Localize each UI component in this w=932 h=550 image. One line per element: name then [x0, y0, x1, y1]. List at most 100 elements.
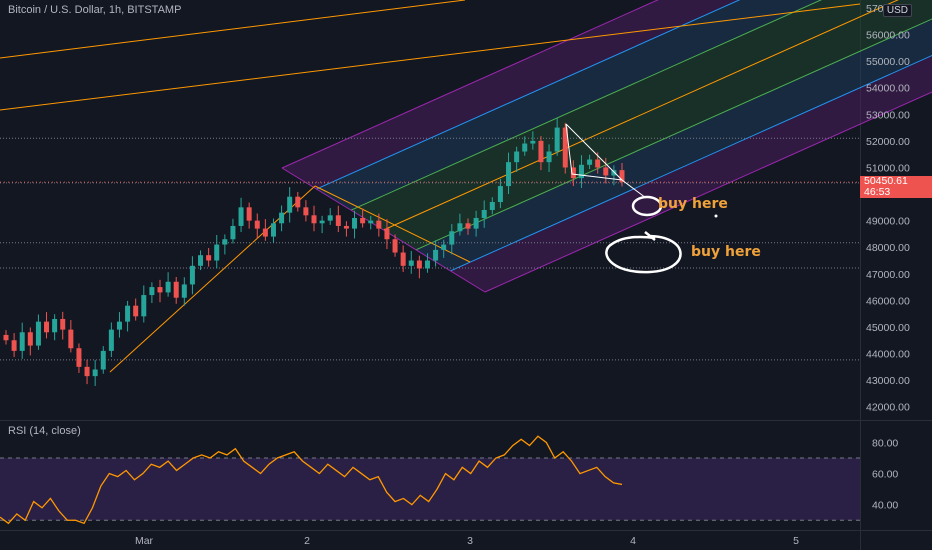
rsi-title[interactable]: RSI (14, close)	[8, 425, 81, 437]
channel-line	[450, 54, 932, 272]
candle-body	[481, 210, 487, 218]
candle-body	[68, 329, 74, 349]
channel-zone	[316, 0, 821, 211]
wedge-drawing	[565, 123, 647, 199]
candle-body	[392, 239, 398, 253]
candle-body	[100, 350, 106, 370]
buy-circle-2	[605, 231, 682, 274]
candle-body	[116, 321, 122, 330]
price-tick-label: 44000.00	[866, 349, 910, 361]
candle-body	[522, 143, 528, 152]
candle-body	[611, 170, 617, 176]
price-axis[interactable]: 42000.00 43000.00 44000.00 45000.00 46000.00…	[866, 3, 910, 414]
price-tick-label: 48000.00	[866, 242, 910, 254]
price-tick-label: 45000.00	[866, 322, 910, 334]
candle-body	[514, 151, 520, 163]
trendline-upper	[0, 0, 466, 59]
candle-body	[587, 159, 593, 165]
candle-body	[295, 196, 301, 208]
time-tick-label: 5	[793, 535, 799, 547]
candlestick-series	[0, 118, 860, 386]
candle-body	[441, 244, 447, 250]
candle-body	[173, 281, 179, 298]
candle-body	[19, 332, 25, 351]
rsi-pane[interactable]: 40.00 60.00 80.00	[0, 435, 898, 525]
price-tick-label: 54000.00	[866, 83, 910, 95]
candle-body	[262, 228, 268, 237]
candle-body	[35, 321, 41, 346]
candle-body	[368, 220, 374, 224]
candle-body	[335, 215, 341, 226]
price-tick-label: 42000.00	[866, 402, 910, 414]
channel-zone	[415, 18, 932, 271]
candle-body	[92, 369, 98, 377]
buy-here-label-2: buy here	[691, 244, 761, 260]
candle-body	[52, 318, 58, 333]
candle-body	[108, 329, 114, 351]
channel-zone	[351, 0, 898, 230]
candle-body	[352, 217, 358, 229]
time-tick-label: 4	[630, 535, 636, 547]
candle-body	[214, 244, 220, 261]
wedge-projection	[621, 179, 647, 199]
candle-body	[319, 220, 325, 224]
last-price: 50450.61	[864, 175, 908, 187]
channel-zone	[383, 0, 932, 250]
candle-body	[343, 225, 349, 229]
candle-body	[449, 231, 455, 245]
channel-line	[316, 0, 741, 190]
buy-here-label-1: buy here	[658, 196, 728, 212]
time-tick-label: Mar	[135, 535, 154, 547]
price-tick-label: 55000.00	[866, 56, 910, 68]
candle-body	[546, 151, 552, 163]
rsi-tick-label: 40.00	[872, 500, 898, 512]
channel-line	[484, 91, 932, 293]
currency-button[interactable]: USD	[882, 4, 912, 17]
candle-body	[287, 196, 293, 213]
candle-body	[384, 228, 390, 240]
time-axis[interactable]: Mar 2 3 4 5	[135, 535, 799, 547]
candle-body	[27, 332, 33, 346]
horizontal-levels	[0, 137, 860, 361]
candle-body	[238, 207, 244, 226]
time-tick-label: 3	[467, 535, 473, 547]
rsi-line	[0, 435, 623, 525]
dot-mark	[714, 214, 718, 218]
symbol-title[interactable]: Bitcoin / U.S. Dollar, 1h, BITSTAMP	[8, 4, 182, 16]
candle-body	[189, 265, 195, 285]
price-tick-label: 53000.00	[866, 109, 910, 121]
candle-body	[198, 255, 204, 266]
candle-body	[416, 260, 422, 269]
candle-body	[254, 220, 260, 229]
rsi-band	[0, 458, 860, 521]
candle-body	[125, 305, 131, 322]
candle-body	[157, 287, 163, 293]
channel-line	[415, 18, 932, 251]
candle-body	[303, 207, 309, 216]
buy-circle-1	[631, 195, 663, 217]
price-tick-label: 43000.00	[866, 375, 910, 387]
candle-body	[424, 260, 430, 269]
price-tick-label: 52000.00	[866, 136, 910, 148]
candle-body	[408, 260, 414, 266]
channel-base	[281, 167, 486, 293]
candle-body	[133, 305, 139, 317]
axis-border	[860, 0, 861, 550]
price-tick-label: 56000.00	[866, 30, 910, 42]
rsi-tick-label: 80.00	[872, 437, 898, 449]
candle-body	[360, 217, 366, 224]
candle-body	[433, 249, 439, 261]
candle-body	[497, 186, 503, 203]
candle-body	[376, 220, 382, 229]
candle-body	[141, 295, 147, 317]
trendline-lower	[0, 3, 861, 111]
channel-zone	[450, 55, 932, 292]
candle-body	[619, 170, 625, 183]
candle-body	[11, 340, 17, 351]
candle-body	[562, 127, 568, 168]
candle-body	[246, 207, 252, 221]
candle-body	[578, 164, 584, 179]
time-tick-label: 2	[304, 535, 310, 547]
